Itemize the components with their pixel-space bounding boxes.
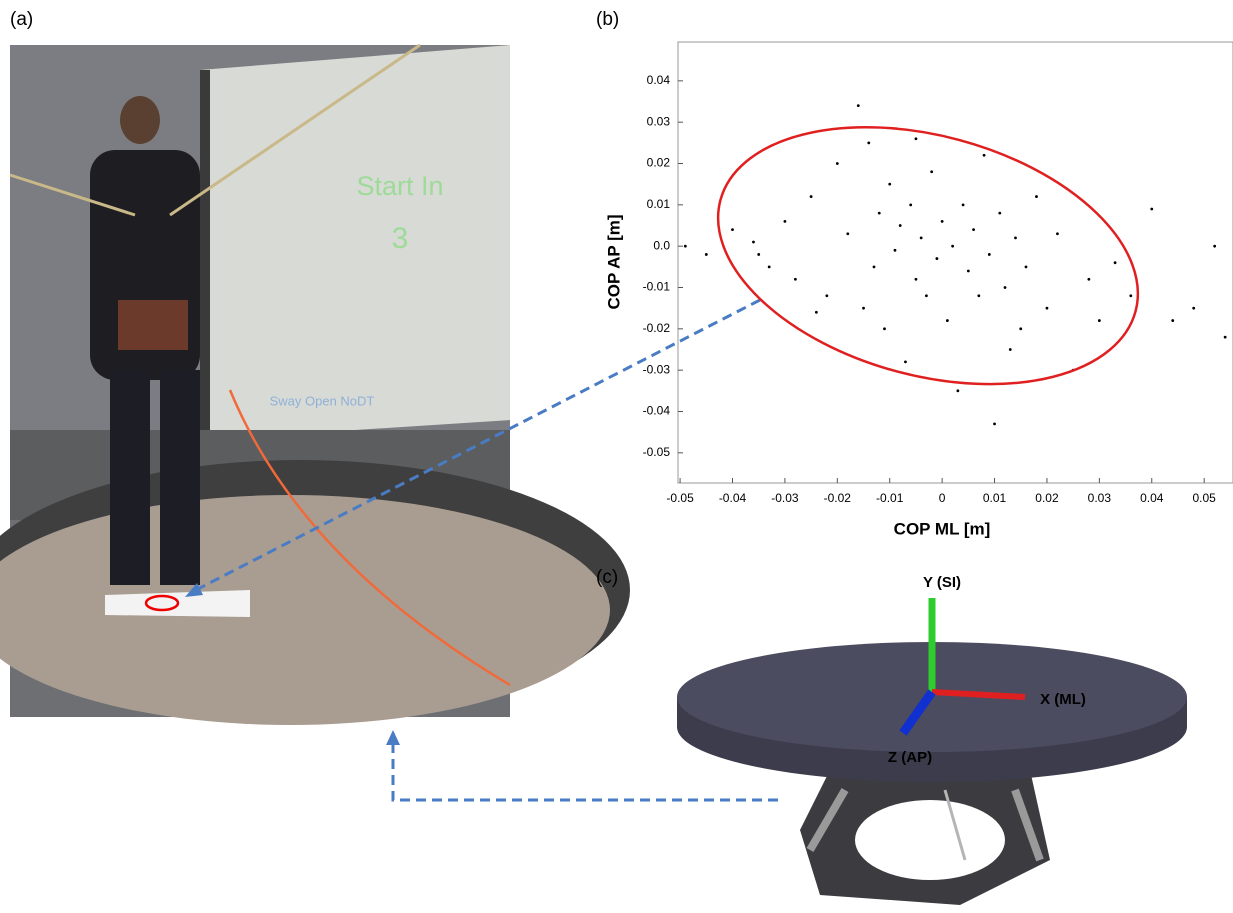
x-tick-label: -0.01	[876, 491, 904, 505]
cop-point	[757, 253, 760, 256]
cop-point	[946, 319, 949, 322]
cop-point	[988, 253, 991, 256]
y-tick-label: -0.04	[643, 404, 671, 418]
cop-point	[883, 327, 886, 330]
x-tick-label: 0.02	[1035, 491, 1059, 505]
cop-point	[983, 154, 986, 157]
screen-text: Start In	[356, 171, 443, 201]
cop-point	[731, 228, 734, 231]
x-tick-label: 0.05	[1192, 491, 1216, 505]
cop-point	[899, 224, 902, 227]
panel-label: (a)	[10, 9, 33, 30]
cop-point	[846, 232, 849, 235]
y-tick-label: -0.05	[643, 445, 671, 459]
figure-canvas: Start In 3 Sway Open NoDT (a) (b) (c) Y …	[0, 0, 1233, 913]
cop-point	[1192, 307, 1195, 310]
cop-point	[794, 278, 797, 281]
cop-point	[894, 249, 897, 252]
cop-point	[909, 203, 912, 206]
x-tick-label: -0.03	[771, 491, 799, 505]
cop-point	[941, 220, 944, 223]
cop-point	[784, 220, 787, 223]
y-axis-label: COP AP [m]	[604, 214, 623, 309]
platform-render: Y (SI) X (ML) Z (AP)	[677, 574, 1187, 905]
arrow-head	[386, 730, 400, 745]
cop-point	[768, 265, 771, 268]
x-axis-label: COP ML [m]	[894, 519, 991, 538]
cop-point	[862, 307, 865, 310]
x-tick-label: 0.04	[1140, 491, 1164, 505]
cop-point	[1056, 232, 1059, 235]
cop-point	[993, 422, 996, 425]
panel-label: (c)	[596, 567, 618, 588]
figure: Start In 3 Sway Open NoDT (a) (b) (c) Y …	[0, 0, 1233, 913]
y-tick-label: -0.03	[643, 362, 671, 376]
x-tick-label: -0.04	[719, 491, 747, 505]
cop-point	[1004, 286, 1007, 289]
x-tick-label: -0.02	[824, 491, 852, 505]
axis-label-x: X (ML)	[1040, 691, 1086, 708]
cop-point	[1019, 327, 1022, 330]
screen-caption: Sway Open NoDT	[270, 393, 375, 408]
cop-point	[925, 294, 928, 297]
cop-point	[1087, 278, 1090, 281]
cop-point	[1025, 265, 1028, 268]
x-tick-label: -0.05	[666, 491, 694, 505]
cop-point	[935, 257, 938, 260]
cop-point	[930, 170, 933, 173]
cop-point	[752, 241, 755, 244]
cop-point	[1046, 307, 1049, 310]
cop-point	[825, 294, 828, 297]
cop-point	[1213, 245, 1216, 248]
y-tick-label: -0.02	[643, 321, 671, 335]
cop-point	[815, 311, 818, 314]
screen-count: 3	[392, 222, 409, 255]
photo: Start In 3 Sway Open NoDT	[0, 45, 630, 725]
x-tick-label: 0.03	[1088, 491, 1112, 505]
cop-point	[1171, 319, 1174, 322]
y-tick-label: 0.04	[647, 73, 671, 87]
cop-point	[962, 203, 965, 206]
y-tick-label: -0.01	[643, 280, 671, 294]
cop-point	[888, 183, 891, 186]
cop-point	[684, 245, 687, 248]
confidence-ellipse	[689, 84, 1166, 427]
cop-point	[904, 361, 907, 364]
cop-point	[1129, 294, 1132, 297]
y-tick-label: 0.01	[647, 197, 671, 211]
axis-label-y: Y (SI)	[923, 574, 961, 591]
cop-point	[915, 137, 918, 140]
cop-point	[1014, 237, 1017, 240]
y-tick-label: 0.0	[653, 238, 670, 252]
cop-point	[1009, 348, 1012, 351]
cop-point	[920, 237, 923, 240]
y-tick-label: 0.02	[647, 156, 671, 170]
cop-point	[967, 270, 970, 273]
cop-point	[1114, 261, 1117, 264]
cop-point	[1098, 319, 1101, 322]
cop-point	[1035, 195, 1038, 198]
cop-point	[873, 265, 876, 268]
cop-point	[1150, 208, 1153, 211]
cop-point	[867, 141, 870, 144]
cop-point	[810, 195, 813, 198]
cop-point	[951, 245, 954, 248]
y-tick-label: 0.03	[647, 114, 671, 128]
cop-point	[972, 228, 975, 231]
cop-point	[915, 278, 918, 281]
cop-point	[878, 212, 881, 215]
cop-point	[857, 104, 860, 107]
cop-point	[1224, 336, 1227, 339]
x-tick-label: 0	[939, 491, 946, 505]
cop-point	[977, 294, 980, 297]
x-tick-label: 0.01	[983, 491, 1007, 505]
plot-frame	[678, 42, 1233, 483]
cop-point	[836, 162, 839, 165]
panel-label: (b)	[596, 9, 619, 30]
cop-point	[705, 253, 708, 256]
cop-point	[998, 212, 1001, 215]
cop-point	[956, 389, 959, 392]
axis-label-z: Z (AP)	[888, 749, 932, 766]
